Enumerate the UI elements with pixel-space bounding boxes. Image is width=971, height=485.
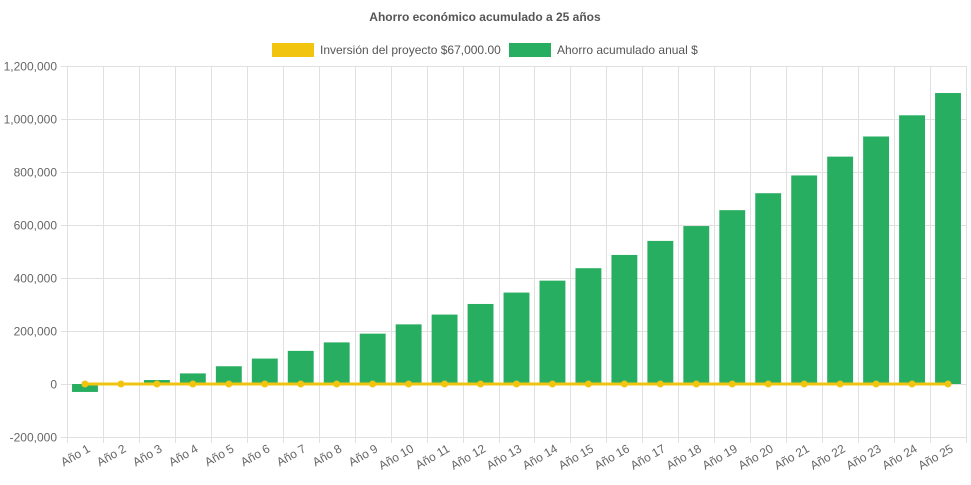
- bar[interactable]: [899, 115, 926, 384]
- x-tick-label: Año 5: [202, 441, 236, 469]
- x-tick-label: Año 13: [484, 441, 524, 472]
- line-point[interactable]: [764, 380, 772, 388]
- line-point[interactable]: [872, 380, 880, 388]
- legend-label-savings: Ahorro acumulado anual $: [557, 43, 698, 57]
- bar[interactable]: [539, 280, 566, 384]
- y-tick-label: 1,200,000: [4, 60, 58, 74]
- x-tick-label: Año 16: [592, 441, 632, 472]
- x-tick-label: Año 14: [520, 441, 560, 472]
- bar[interactable]: [359, 333, 386, 384]
- x-tick-label: Año 25: [916, 441, 956, 472]
- investment-line: [81, 380, 952, 388]
- y-tick-label: -200,000: [10, 431, 58, 445]
- x-tick-label: Año 8: [310, 441, 344, 469]
- x-tick-label: Año 24: [880, 441, 920, 472]
- line-point[interactable]: [333, 380, 341, 388]
- x-tick-label: Año 15: [556, 441, 596, 472]
- line-point[interactable]: [692, 380, 700, 388]
- y-tick-label: 1,000,000: [4, 113, 58, 127]
- x-tick-label: Año 20: [736, 441, 776, 472]
- x-tick-label: Año 10: [376, 441, 416, 472]
- legend-swatch-investment: [272, 43, 314, 57]
- x-tick-label: Año 18: [664, 441, 704, 472]
- line-point[interactable]: [656, 380, 664, 388]
- line-point[interactable]: [153, 380, 161, 388]
- bar[interactable]: [287, 350, 314, 384]
- bar[interactable]: [503, 292, 530, 384]
- legend-item-investment[interactable]: Inversión del proyecto $67,000.00: [272, 43, 501, 57]
- y-tick-label: 600,000: [14, 219, 58, 233]
- line-point[interactable]: [225, 380, 233, 388]
- bar[interactable]: [719, 210, 746, 384]
- x-tick-label: Año 4: [166, 441, 200, 469]
- bar[interactable]: [323, 342, 350, 384]
- bars: [72, 93, 961, 392]
- bar[interactable]: [935, 93, 961, 384]
- line-point[interactable]: [800, 380, 808, 388]
- x-tick-label: Año 2: [94, 441, 128, 469]
- bar[interactable]: [791, 175, 818, 384]
- x-axis: Año 1 Año 2 Año 3 Año 4 Año 5 Año 6 Año 7 Año 8…: [58, 441, 955, 472]
- line-point[interactable]: [261, 380, 269, 388]
- bar[interactable]: [431, 314, 458, 384]
- line-point[interactable]: [405, 380, 413, 388]
- line-point[interactable]: [81, 380, 89, 388]
- y-tick-label: 400,000: [14, 272, 58, 286]
- legend-label-investment: Inversión del proyecto $67,000.00: [320, 43, 501, 57]
- y-tick-label: 800,000: [14, 166, 58, 180]
- x-tick-label: Año 17: [628, 441, 668, 472]
- x-tick-label: Año 23: [844, 441, 884, 472]
- line-point[interactable]: [728, 380, 736, 388]
- x-tick-label: Año 21: [772, 441, 812, 472]
- bar[interactable]: [72, 384, 98, 392]
- x-tick-label: Año 12: [448, 441, 488, 472]
- x-tick-label: Año 7: [274, 441, 308, 469]
- legend: Inversión del proyecto $67,000.00 Ahorro…: [272, 43, 698, 57]
- line-point[interactable]: [189, 380, 197, 388]
- x-tick-label: Año 19: [700, 441, 740, 472]
- bar[interactable]: [395, 324, 422, 384]
- bar[interactable]: [611, 254, 638, 384]
- line-point[interactable]: [836, 380, 844, 388]
- legend-swatch-savings: [509, 43, 551, 57]
- legend-item-savings[interactable]: Ahorro acumulado anual $: [509, 43, 698, 57]
- line-point[interactable]: [584, 380, 592, 388]
- chart-title: Ahorro económico acumulado a 25 años: [369, 10, 601, 24]
- line-point[interactable]: [117, 380, 125, 388]
- bar[interactable]: [755, 193, 782, 384]
- line-point[interactable]: [620, 380, 628, 388]
- bar[interactable]: [215, 366, 242, 384]
- x-tick-label: Año 1: [58, 441, 92, 469]
- x-tick-label: Año 9: [346, 441, 380, 469]
- x-tick-label: Año 3: [130, 441, 164, 469]
- line-point[interactable]: [908, 380, 916, 388]
- x-tick-label: Año 11: [413, 441, 452, 472]
- x-tick-label: Año 22: [808, 441, 848, 472]
- bar[interactable]: [863, 136, 890, 384]
- line-point[interactable]: [513, 380, 520, 388]
- bar[interactable]: [647, 240, 674, 384]
- line-point[interactable]: [441, 380, 449, 388]
- bar[interactable]: [827, 156, 854, 384]
- line-point[interactable]: [369, 380, 377, 388]
- y-tick-label: 0: [50, 378, 57, 392]
- x-tick-label: Año 6: [238, 441, 272, 469]
- bar[interactable]: [251, 358, 278, 384]
- bar[interactable]: [575, 268, 602, 384]
- line-point[interactable]: [477, 380, 485, 388]
- bar[interactable]: [467, 303, 494, 384]
- y-axis: 1,200,000 1,000,000 800,000 600,000 400,000 2…: [4, 60, 58, 445]
- bar[interactable]: [683, 226, 710, 384]
- y-tick-label: 200,000: [14, 325, 58, 339]
- line-point[interactable]: [944, 380, 952, 388]
- line-point[interactable]: [548, 380, 556, 388]
- bar[interactable]: [179, 373, 206, 384]
- line-point[interactable]: [297, 380, 305, 388]
